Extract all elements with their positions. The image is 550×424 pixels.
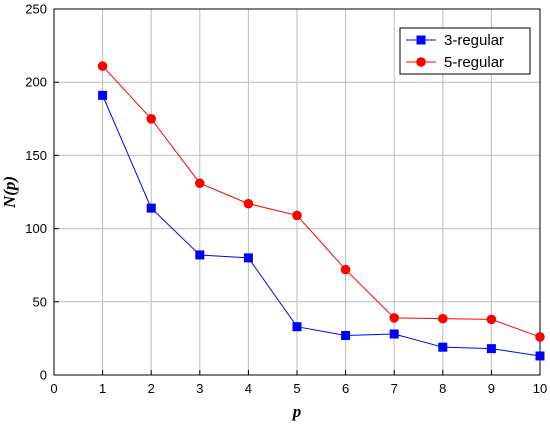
x-tick-label: 8 — [439, 381, 446, 396]
x-tick-label: 10 — [533, 381, 547, 396]
data-point — [486, 344, 496, 354]
data-point — [292, 210, 302, 221]
data-point — [438, 342, 448, 352]
y-tick-label: 100 — [25, 221, 47, 236]
data-point — [292, 322, 302, 332]
data-point — [535, 351, 545, 361]
grid — [54, 9, 540, 375]
data-point — [438, 313, 448, 324]
x-tick-label: 0 — [50, 381, 57, 396]
data-point — [340, 264, 351, 275]
legend-entry-3-regular: 3-regular — [444, 32, 504, 49]
x-axis-label: p — [291, 402, 302, 421]
data-point — [195, 178, 205, 189]
x-tick-label: 9 — [488, 381, 495, 396]
data-point — [195, 250, 205, 260]
legend-entry-5-regular: 5-regular — [444, 54, 504, 71]
data-point — [486, 314, 497, 325]
data-point — [146, 203, 156, 213]
x-tick-label: 1 — [99, 381, 106, 396]
data-point — [243, 198, 254, 209]
x-tick-label: 4 — [245, 381, 252, 396]
series-line-3-regular — [102, 95, 541, 357]
x-tick-label: 2 — [148, 381, 155, 396]
series — [97, 61, 545, 361]
y-tick-label: 50 — [33, 294, 47, 309]
data-point — [535, 332, 545, 342]
x-tick-label: 6 — [342, 381, 349, 396]
x-tick-label: 7 — [391, 381, 398, 396]
data-point — [389, 329, 399, 339]
x-tick-label: 3 — [196, 381, 203, 396]
data-point — [341, 330, 351, 340]
data-point — [98, 90, 108, 100]
data-point — [389, 313, 400, 323]
y-tick-label: 250 — [25, 2, 47, 17]
data-point — [146, 114, 156, 124]
x-tick-label: 5 — [293, 381, 300, 396]
legend: 3-regular 5-regular — [399, 27, 531, 75]
series-line-5-regular — [102, 65, 541, 338]
y-tick-label: 0 — [40, 368, 47, 383]
data-point — [97, 61, 108, 71]
y-tick-label: 200 — [25, 75, 47, 90]
y-tick-label: 150 — [25, 148, 47, 163]
data-point — [243, 253, 253, 263]
legend-marker-5-regular — [416, 57, 426, 67]
y-axis-label: N(p) — [0, 176, 19, 209]
legend-marker-3-regular — [416, 35, 426, 45]
